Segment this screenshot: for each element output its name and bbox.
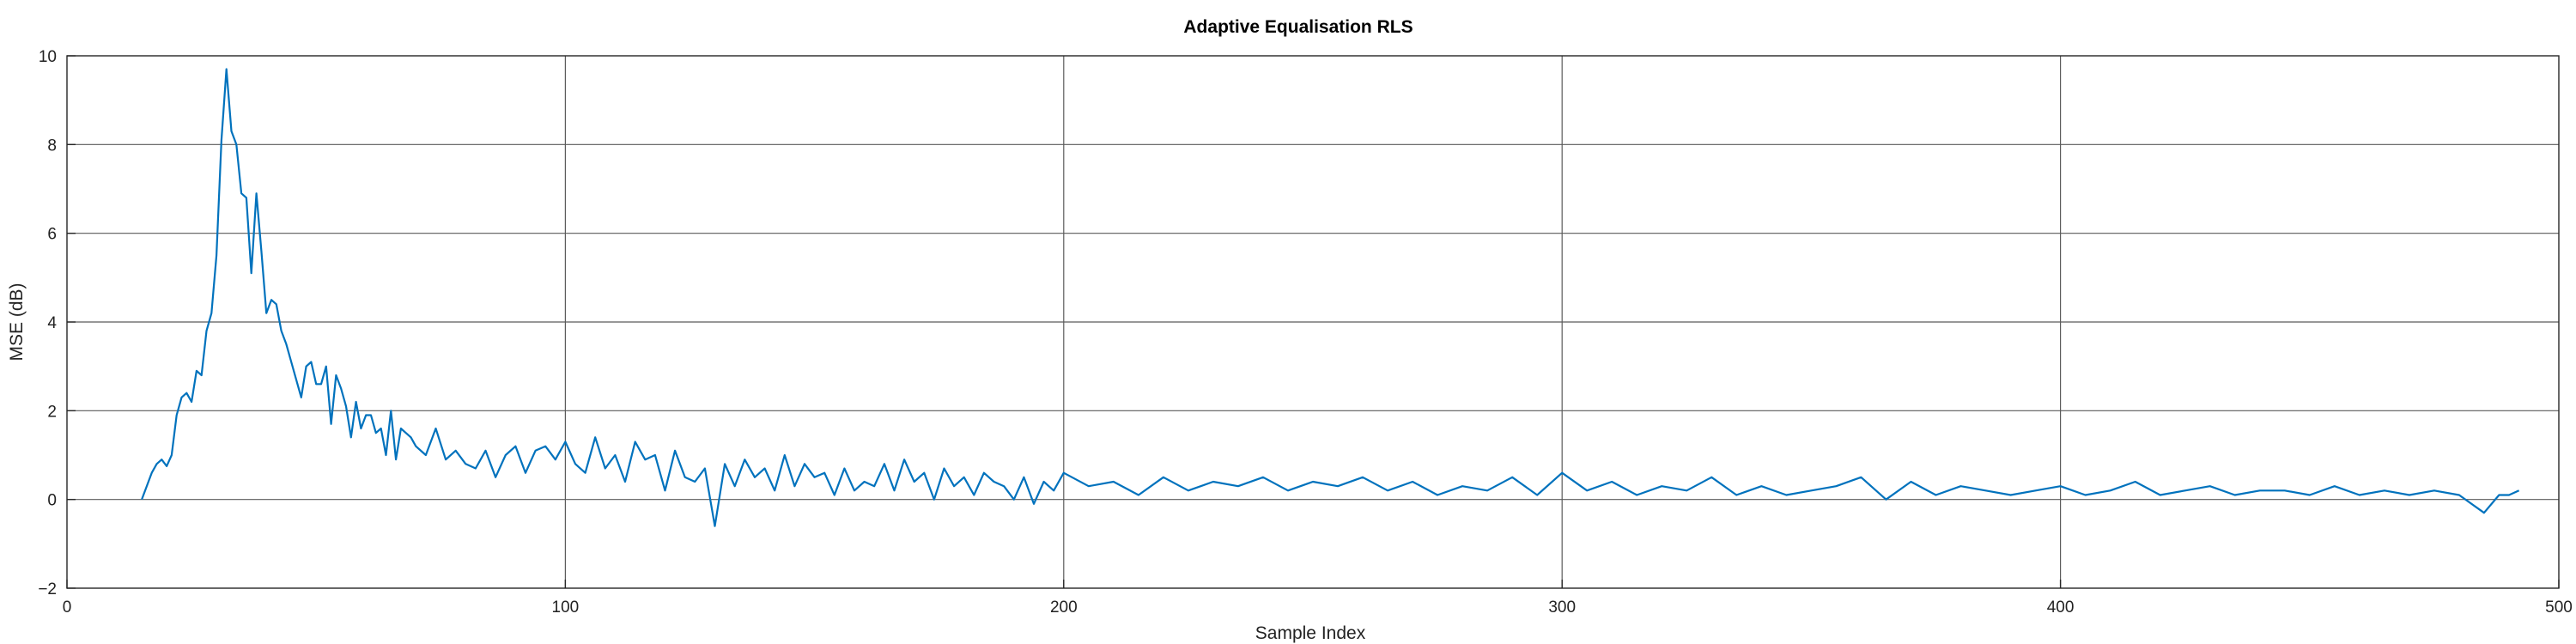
x-axis-label: Sample Index	[1255, 623, 1366, 643]
y-tick-label: −2	[38, 580, 57, 598]
grid-layer	[67, 56, 2559, 588]
y-tick-label: 10	[39, 48, 57, 66]
y-tick-label: 8	[47, 137, 57, 155]
tick-layer: 0 100 200 300 400 500 −2 0 2 4 6 8 10	[38, 48, 2573, 617]
y-axis-label: MSE (dB)	[7, 283, 27, 361]
y-tick-label: 0	[47, 492, 57, 510]
y-tick-label: 6	[47, 226, 57, 244]
mse-series-line	[141, 68, 2520, 527]
x-tick-label: 0	[63, 598, 72, 617]
chart-title: Adaptive Equalisation RLS	[1183, 17, 1413, 37]
y-tick-label: 4	[47, 314, 57, 332]
x-tick-label: 400	[2047, 598, 2075, 617]
x-tick-label: 300	[1548, 598, 1576, 617]
y-tick-label: 2	[47, 403, 57, 421]
x-tick-label: 500	[2545, 598, 2573, 617]
x-tick-label: 100	[552, 598, 580, 617]
x-tick-label: 200	[1050, 598, 1078, 617]
